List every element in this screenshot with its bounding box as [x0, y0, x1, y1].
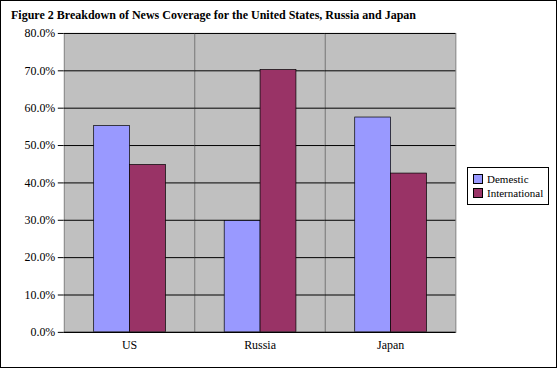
svg-text:20.0%: 20.0%: [24, 250, 55, 264]
svg-text:70.0%: 70.0%: [24, 64, 55, 78]
html-text:Figure 2 Breakdown of News Cov: Figure 2 Breakdown of News Coverage for …: [11, 8, 416, 22]
svg-text:50.0%: 50.0%: [24, 138, 55, 152]
svg-text:10.0%: 10.0%: [24, 288, 55, 302]
svg-text:80.0%: 80.0%: [24, 26, 55, 40]
html-text:Demestic: Demestic: [487, 173, 529, 185]
svg-text:US: US: [122, 338, 137, 352]
svg-text:60.0%: 60.0%: [24, 101, 55, 115]
svg-text:30.0%: 30.0%: [24, 213, 55, 227]
svg-text:0.0%: 0.0%: [30, 325, 55, 339]
svg-text:Japan: Japan: [377, 338, 404, 352]
svg-text:Russia: Russia: [244, 338, 277, 352]
svg-text:40.0%: 40.0%: [24, 176, 55, 190]
html-text:International: International: [487, 187, 544, 199]
